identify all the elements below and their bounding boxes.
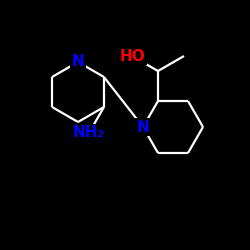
Text: N: N: [136, 120, 149, 134]
Text: N: N: [72, 54, 85, 70]
Text: NH₂: NH₂: [73, 126, 105, 140]
Text: HO: HO: [119, 48, 145, 64]
